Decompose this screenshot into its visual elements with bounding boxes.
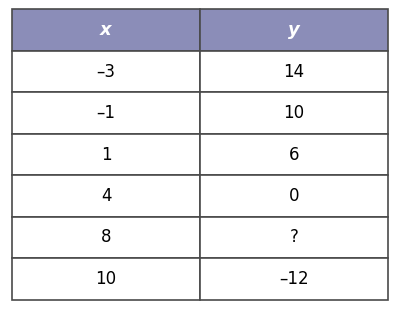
Bar: [200, 217, 388, 258]
Bar: [12, 9, 200, 51]
Bar: [12, 217, 200, 258]
Text: –1: –1: [96, 104, 116, 122]
Text: 10: 10: [284, 104, 304, 122]
Bar: [12, 175, 200, 217]
Text: 6: 6: [289, 146, 299, 163]
Bar: [200, 92, 388, 134]
Text: 8: 8: [101, 228, 111, 247]
Bar: [200, 51, 388, 92]
Bar: [200, 175, 388, 217]
Text: –12: –12: [279, 270, 309, 288]
Text: 0: 0: [289, 187, 299, 205]
Text: 1: 1: [101, 146, 111, 163]
Bar: [12, 134, 200, 175]
Bar: [200, 134, 388, 175]
Text: y: y: [288, 21, 300, 39]
Bar: [12, 51, 200, 92]
Text: 14: 14: [284, 62, 304, 81]
Bar: [12, 92, 200, 134]
Text: 10: 10: [96, 270, 116, 288]
Text: ?: ?: [290, 228, 298, 247]
Bar: [12, 258, 200, 300]
Bar: [200, 9, 388, 51]
Text: –3: –3: [96, 62, 116, 81]
Text: 4: 4: [101, 187, 111, 205]
Text: x: x: [100, 21, 112, 39]
Bar: [200, 258, 388, 300]
